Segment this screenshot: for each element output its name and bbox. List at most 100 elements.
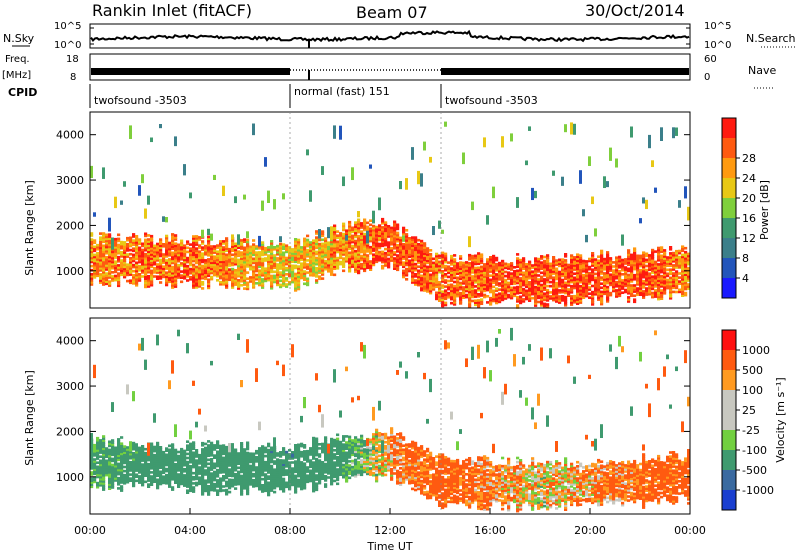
heatmap-cell-1514 [318,246,322,250]
heatmap-cell-829 [216,458,220,462]
heatmap-cell-2816 [513,278,517,281]
heatmap-cell-3173 [567,269,571,273]
heatmap-cell-3489 [615,266,619,270]
heatmap-cell-3046 [549,297,553,300]
heatmap-cell-399 [150,465,154,468]
heatmap-cell-228 [120,448,124,452]
heatmap-cell-1279 [282,269,286,273]
cpid-segment-3: twofsound -3503 [445,94,538,107]
heatmap-cell-2012 [393,253,397,256]
heatmap-cell-127 [105,233,109,237]
heatmap-cell-1162 [261,243,265,246]
heatmap-cell-1325 [291,280,295,284]
heatmap-cell-617 [186,475,190,478]
heatmap-cell-3425 [606,296,610,299]
heatmap-cell-3332 [591,274,595,278]
heatmap-cell-524 [171,476,175,479]
heatmap-cell-3243 [576,255,580,258]
heatmap-cell-528 [171,467,175,471]
heatmap-cell-757 [207,485,211,488]
heatmap-cell-927 [228,272,232,275]
heatmap-cell-3860 [672,282,676,286]
heatmap-cell-1399 [300,252,304,255]
heatmap-cell-445 [153,256,157,260]
heatmap-cell-1319 [288,256,292,259]
heatmap-cell-1455 [309,249,313,252]
heatmap-cell-932 [228,260,232,263]
heatmap-cell-388 [147,285,151,288]
heatmap-cell-460 [159,464,163,467]
heatmap-cell-1144 [261,284,265,287]
heatmap-cell-549 [171,280,175,283]
heatmap-cell-825 [216,468,220,472]
heatmap-cell-2039 [396,244,400,247]
heatmap-cell-3149 [564,277,568,281]
heatmap-cell-3136 [561,258,565,261]
heatmap-cell-7 [90,264,94,268]
heatmap-cell-533 [171,457,175,461]
heatmap-cell-3115 [558,262,562,266]
heatmap-cell-3874 [672,127,675,139]
heatmap-cell-1917 [378,252,382,256]
heatmap-cell-563 [177,477,181,480]
heatmap-cell-506 [165,277,169,281]
heatmap-cell-2510 [465,263,469,266]
heatmap-cell-3780 [660,285,664,288]
heatmap-cell-2132 [411,264,415,268]
heatmap-cell-2583 [477,301,481,304]
heatmap-cell-3280 [582,274,586,277]
heatmap-cell-1651 [339,240,343,243]
heatmap-cell-76 [99,451,103,454]
heatmap-cell-3394 [600,270,604,273]
heatmap-cell-1480 [315,279,319,282]
heatmap-cell-3838 [669,288,673,292]
heatmap-cell-3012 [543,280,547,283]
heatmap-cell-721 [195,243,199,246]
heatmap-cell-73 [99,461,103,465]
heatmap-cell-2295 [432,261,436,265]
heatmap-cell-808 [207,228,210,236]
heatmap-cell-2801 [510,276,514,279]
heatmap-cell-3335 [591,268,595,271]
heatmap-cell-3933 [681,245,685,248]
heatmap-cell-1892 [372,228,376,232]
heatmap-cell-3478 [615,293,619,296]
heatmap-cell-3972 [687,252,691,256]
heatmap-cell-609 [177,249,181,253]
heatmap-cell-379 [147,469,151,472]
heatmap-cell-1118 [255,255,259,258]
heatmap-cell-3919 [681,276,685,279]
heatmap-cell-3286 [582,259,586,263]
heatmap-cell-3696 [648,276,652,280]
heatmap-cell-3553 [627,279,631,283]
heatmap-cell-297 [132,247,136,250]
heatmap-cell-764 [201,246,205,249]
heatmap-cell-60 [96,438,100,442]
heatmap-cell-1137 [258,253,262,256]
heatmap-cell-2231 [423,256,427,260]
heatmap-cell-3844 [669,276,673,280]
heatmap-cell-530 [168,274,172,277]
heatmap-cell-2370 [444,285,448,288]
heatmap-cell-2015 [393,245,397,248]
heatmap-cell-457 [156,265,160,268]
heatmap-cell-2242 [426,286,430,289]
heatmap-cell-1009 [240,273,244,277]
heatmap-cell-1471 [312,253,316,257]
heatmap-cell-258 [126,462,130,466]
heatmap-cell-1451 [309,257,313,261]
heatmap-cell-1977 [387,253,391,257]
heatmap-cell-2044 [396,231,400,235]
heatmap-cell-2562 [474,299,478,302]
heatmap-cell-279 [129,242,133,246]
heatmap-cell-3101 [558,299,562,302]
heatmap-cell-33 [93,255,97,259]
heatmap-cell-273 [129,261,133,264]
heatmap-cell-541 [168,249,172,253]
heatmap-cell-3169 [567,278,571,281]
heatmap-cell-2107 [405,178,408,190]
heatmap-cell-890 [225,462,229,465]
heatmap-cell-1708 [348,243,352,246]
heatmap-cell-762 [207,472,211,476]
heatmap-cell-86 [102,269,106,272]
